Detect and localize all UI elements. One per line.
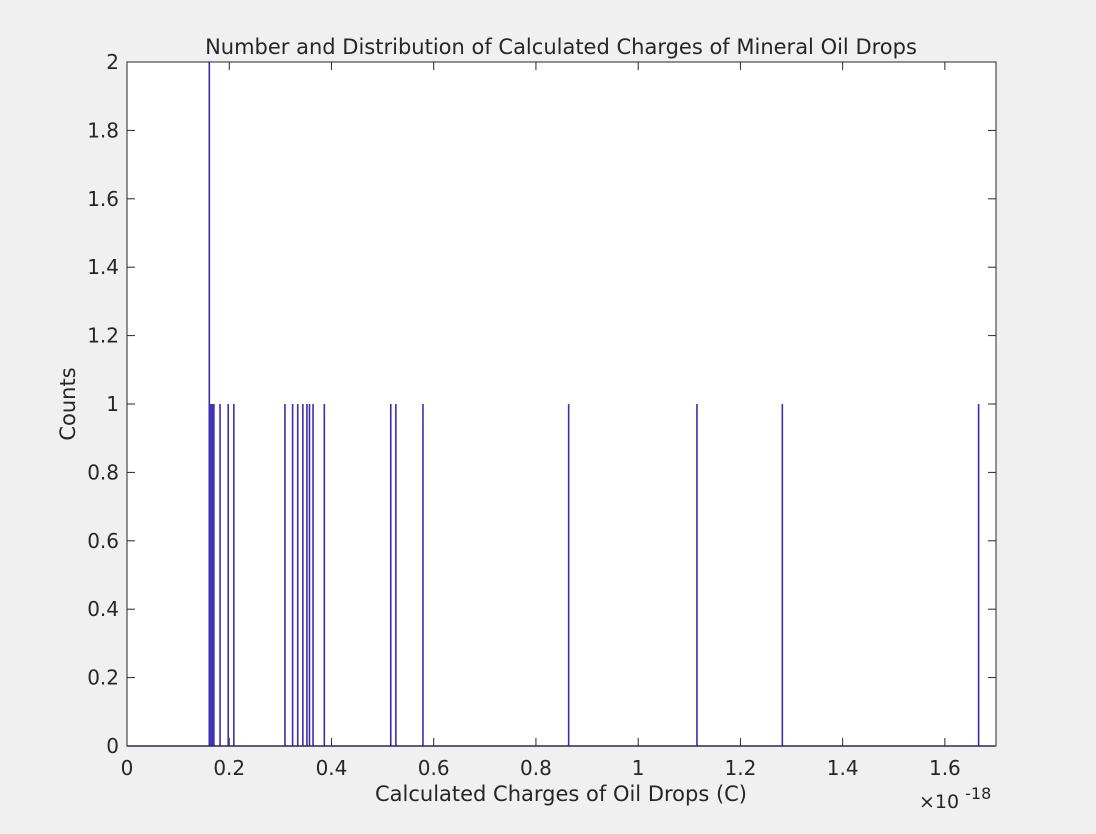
y-tick-label: 0.4 <box>87 597 119 621</box>
chart-title: Number and Distribution of Calculated Ch… <box>205 35 917 59</box>
y-tick-label: 0.2 <box>87 666 119 690</box>
y-tick-label: 1.8 <box>87 118 119 142</box>
x-multiplier-exponent: -18 <box>965 784 991 803</box>
x-tick-label: 0.2 <box>213 756 245 780</box>
y-tick-label: 0.8 <box>87 460 119 484</box>
y-axis-ticks: 0 0.2 0.4 0.6 0.8 1 1.2 1.4 1.6 1.8 2 <box>87 50 996 758</box>
y-tick-label: 1.2 <box>87 324 119 348</box>
x-tick-label: 1.2 <box>725 756 757 780</box>
plot-area <box>127 62 996 746</box>
x-tick-label: 0 <box>121 756 134 780</box>
x-tick-label: 0.4 <box>316 756 348 780</box>
x-tick-label: 0.6 <box>418 756 450 780</box>
x-axis-ticks: 0 0.2 0.4 0.6 0.8 1 1.2 1.4 1.6 <box>121 62 961 780</box>
y-tick-label: 1.4 <box>87 255 119 279</box>
x-tick-label: 0.8 <box>520 756 552 780</box>
x-tick-label: 1 <box>632 756 645 780</box>
x-tick-label: 1.6 <box>929 756 961 780</box>
x-tick-label: 1.4 <box>827 756 859 780</box>
y-tick-label: 0.6 <box>87 529 119 553</box>
x-multiplier-base: ×10 <box>919 791 959 813</box>
y-axis-label: Counts <box>56 367 80 440</box>
axes-box <box>126 61 997 747</box>
y-tick-label: 1.6 <box>87 187 119 211</box>
y-tick-label: 1 <box>106 392 119 416</box>
x-axis-multiplier: ×10 -18 <box>919 784 991 813</box>
x-axis-label: Calculated Charges of Oil Drops (C) <box>375 782 747 806</box>
y-tick-label: 0 <box>106 734 119 758</box>
y-tick-label: 2 <box>106 50 119 74</box>
